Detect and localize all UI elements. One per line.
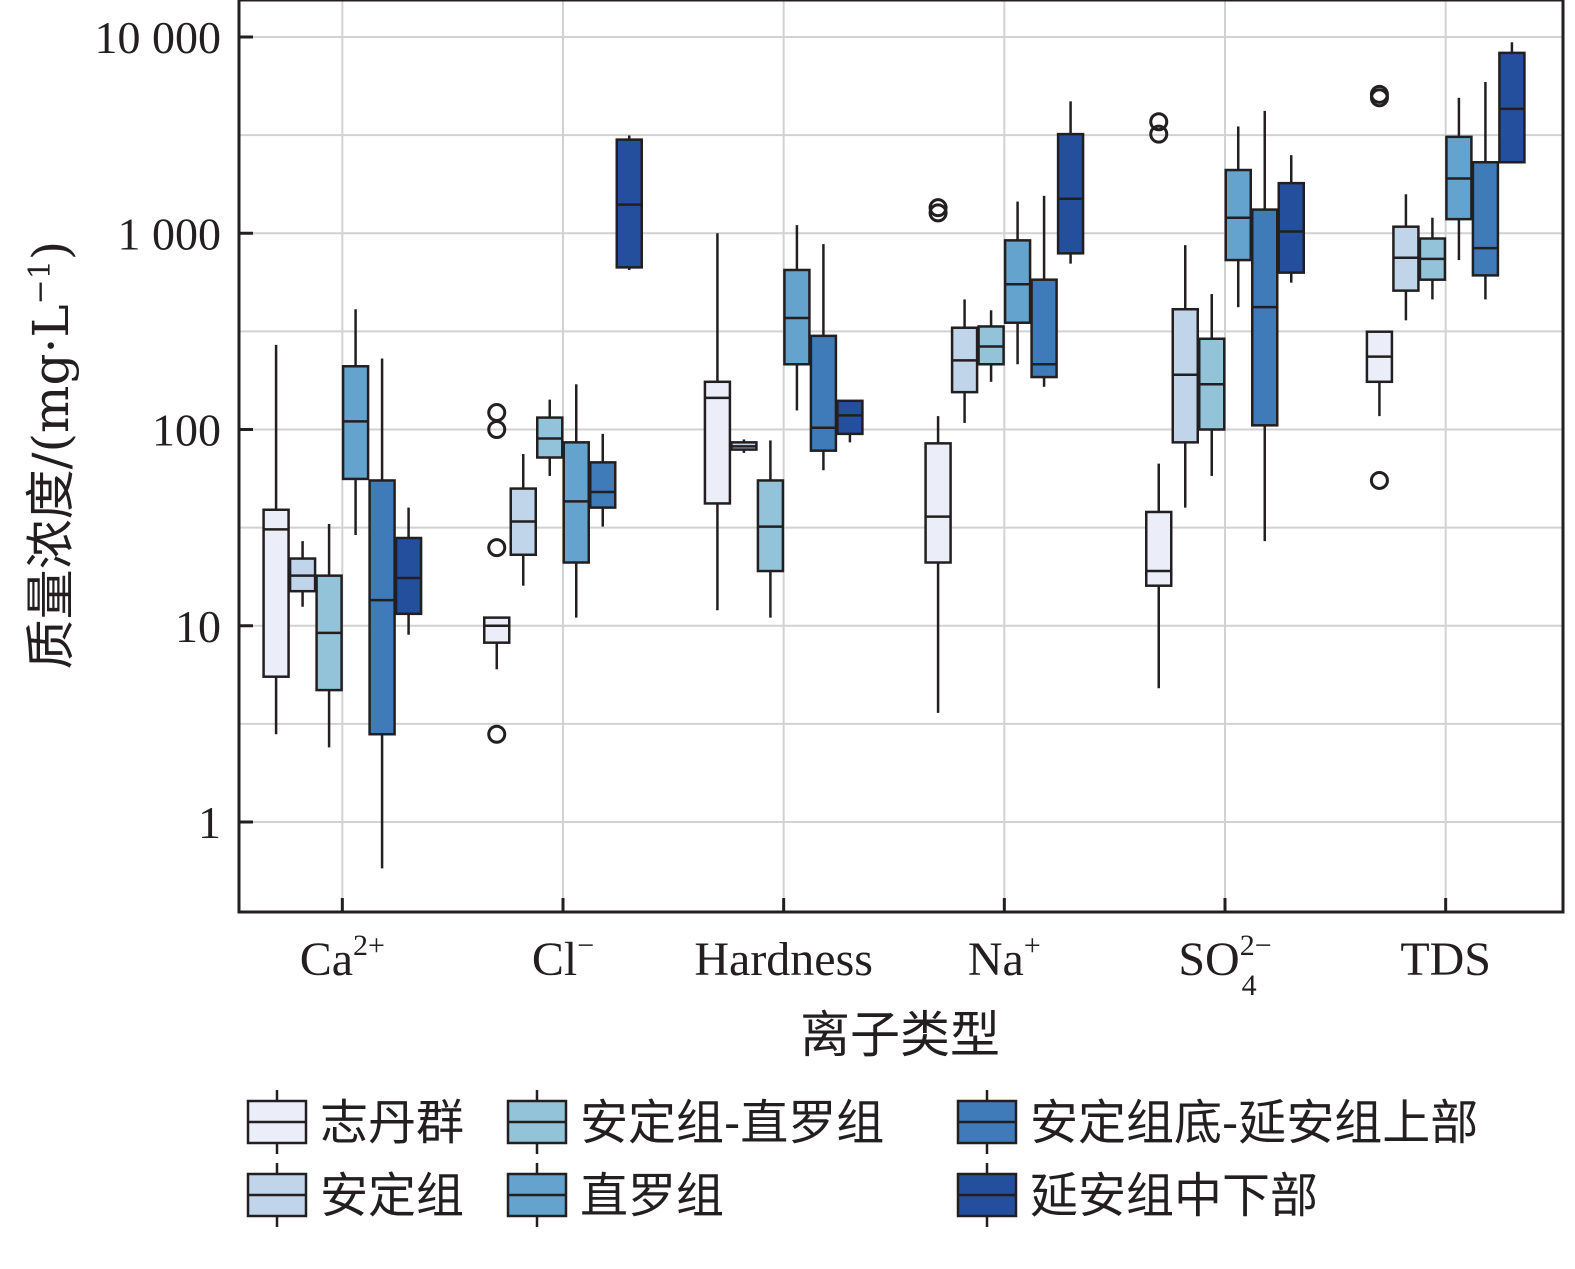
y-tick-label: 1 000: [118, 208, 222, 259]
box-iqr: [836, 399, 864, 436]
outlier-point: [487, 538, 507, 558]
box-2-4: [809, 244, 838, 471]
legend-item: 安定组-直罗组: [506, 1090, 884, 1154]
box-iqr: [1277, 181, 1305, 274]
box-1-4: [589, 433, 617, 527]
outlier-point: [487, 724, 507, 744]
box-iqr: [589, 461, 617, 509]
box-2-5: [836, 399, 864, 443]
outlier-point: [487, 403, 507, 423]
box-iqr: [1003, 239, 1032, 324]
box-1-5: [615, 135, 643, 270]
x-axis: Ca2+ Cl− Hardness Na+ SO2− 4 TDS: [300, 898, 1491, 1002]
box-3-2: [977, 310, 1005, 382]
y-tick-label: 100: [152, 405, 221, 456]
outlier-point: [928, 203, 948, 223]
box-3-1: [950, 299, 979, 423]
legend-label: 安定组-直罗组: [580, 1095, 884, 1151]
outlier-point: [1149, 112, 1169, 132]
box-iqr: [1145, 510, 1173, 587]
box-4-4: [1251, 110, 1279, 542]
legend-label: 志丹群: [320, 1095, 464, 1151]
legend-item: 延安组中下部: [956, 1163, 1318, 1227]
legend-item: 志丹群: [246, 1090, 464, 1154]
box-3-0: [924, 198, 952, 713]
box-5-5: [1498, 42, 1526, 164]
box-5-3: [1445, 97, 1473, 261]
box-5-4: [1471, 81, 1500, 300]
box-0-1: [288, 541, 317, 607]
y-axis: 1 10 100 1 000 10 000: [95, 12, 253, 848]
legend-item: 直罗组: [506, 1163, 724, 1227]
box-iqr: [483, 616, 511, 644]
y-axis-title-sup: −1: [23, 260, 58, 304]
box-4-3: [1224, 126, 1252, 308]
box-iqr: [1251, 208, 1279, 427]
box-iqr: [703, 380, 732, 505]
box-1-0: [483, 403, 511, 744]
box-iqr: [1224, 168, 1252, 262]
box-2-0: [703, 233, 732, 611]
x-tick-label: TDS: [1400, 933, 1491, 986]
box-4-5: [1277, 155, 1305, 283]
box-1-3: [562, 384, 590, 618]
plot-frame: [237, 0, 1565, 914]
box-5-1: [1392, 194, 1420, 321]
x-tick-label: Na+: [968, 929, 1041, 986]
y-axis-title-close: ): [22, 241, 80, 261]
box-iqr: [1030, 278, 1058, 379]
box-iqr: [809, 334, 838, 452]
grid-lines: [239, 0, 1563, 912]
box-0-0: [262, 344, 290, 735]
legend-item: 安定组: [246, 1163, 464, 1227]
y-axis-title-main: 质量浓度/(mg·L: [22, 304, 80, 669]
box-iqr: [1056, 132, 1085, 255]
legend-label: 直罗组: [580, 1168, 724, 1224]
legend-item: 安定组底-延安组上部: [956, 1090, 1478, 1154]
legend-label: 安定组底-延安组上部: [1030, 1095, 1478, 1151]
box-0-3: [341, 309, 370, 536]
box-2-2: [756, 440, 785, 618]
x-axis-title: 离子类型: [800, 1006, 1000, 1064]
box-iqr: [394, 536, 423, 616]
x-tick-label: Hardness: [694, 933, 873, 986]
box-0-2: [315, 523, 343, 748]
box-4-0: [1145, 112, 1173, 689]
box-5-2: [1418, 217, 1447, 300]
y-tick-label: 1: [198, 797, 221, 848]
outlier-point: [928, 198, 948, 218]
box-2-1: [730, 439, 758, 453]
y-axis-title: 质量浓度/(mg·L−1): [22, 241, 80, 670]
x-tick-label: Ca2+: [300, 929, 385, 986]
box-iqr: [262, 508, 290, 678]
outlier-point: [1369, 470, 1389, 490]
box-2-3: [783, 225, 811, 411]
box-iqr: [1471, 161, 1500, 277]
y-tick-label: 10: [175, 601, 221, 652]
box-4-2: [1198, 294, 1226, 476]
box-3-3: [1003, 201, 1032, 365]
legend-label: 安定组: [320, 1168, 464, 1224]
box-0-5: [394, 507, 423, 635]
box-1-1: [509, 454, 537, 586]
box-1-2: [536, 399, 564, 476]
y-tick-label: 10 000: [95, 12, 222, 63]
box-0-4: [368, 358, 396, 869]
box-3-5: [1056, 101, 1085, 264]
box-iqr: [924, 442, 952, 564]
box-iqr: [1498, 51, 1526, 164]
box-3-4: [1030, 195, 1058, 387]
box-series: [262, 42, 1526, 869]
box-iqr: [368, 479, 396, 736]
legend-label: 延安组中下部: [1030, 1168, 1318, 1224]
x-tick-label: SO2− 4: [1178, 929, 1271, 1002]
x-tick-label: Cl−: [532, 929, 594, 986]
box-5-0: [1365, 84, 1394, 490]
outlier-point: [1369, 84, 1389, 104]
box-4-1: [1171, 245, 1199, 508]
outlier-point: [1149, 124, 1169, 144]
